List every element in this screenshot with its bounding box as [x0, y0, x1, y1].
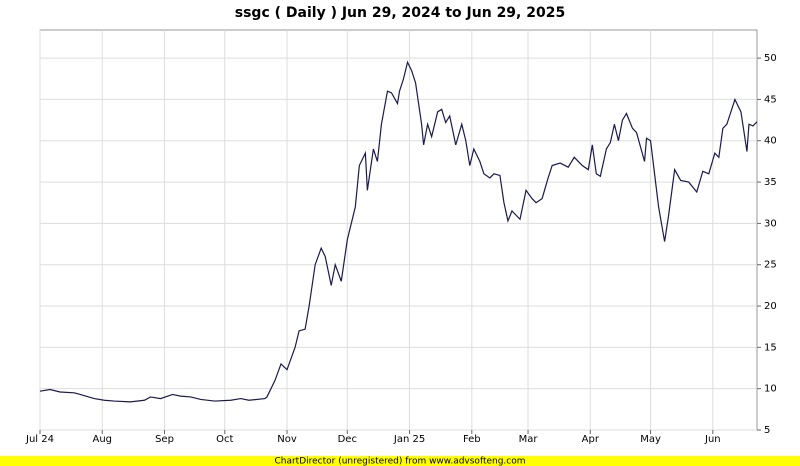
x-tick-label: Sep [155, 434, 174, 445]
x-tick-label: Jun [704, 434, 721, 445]
y-tick-label: 20 [764, 301, 777, 312]
y-tick-label: 35 [764, 177, 777, 188]
y-tick-label: 40 [764, 136, 777, 147]
x-tick-label: Jul 24 [25, 434, 54, 445]
x-tick-label: Nov [277, 434, 297, 445]
x-tick-label: Feb [463, 434, 481, 445]
footer-bar [0, 456, 800, 466]
x-tick-label: Aug [92, 434, 112, 445]
y-tick-label: 10 [764, 384, 777, 395]
chart-title: ssgc ( Daily ) Jun 29, 2024 to Jun 29, 2… [235, 5, 565, 21]
y-tick-label: 45 [764, 94, 777, 105]
plot-area [39, 29, 758, 431]
x-tick-label: Apr [582, 434, 600, 445]
x-tick-label: Mar [519, 434, 539, 445]
y-tick-label: 30 [764, 218, 777, 229]
x-tick-label: Dec [338, 434, 357, 445]
y-tick-label: 5 [764, 425, 770, 436]
footer: ChartDirector (unregistered) from www.ad… [274, 457, 525, 466]
y-tick-label: 15 [764, 342, 777, 353]
x-tick-label: May [640, 434, 661, 445]
y-tick-label: 25 [764, 260, 777, 271]
y-tick-label: 50 [764, 53, 777, 64]
price-line [39, 60, 758, 403]
x-tick-label: Oct [216, 434, 233, 445]
x-tick-label: Jan 25 [393, 434, 425, 445]
